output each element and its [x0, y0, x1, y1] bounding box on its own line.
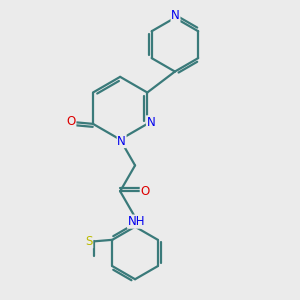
Text: O: O	[67, 115, 76, 128]
Text: O: O	[140, 185, 149, 198]
Text: N: N	[171, 9, 180, 22]
Text: N: N	[117, 134, 126, 148]
Text: N: N	[146, 116, 155, 129]
Text: NH: NH	[128, 215, 145, 228]
Text: S: S	[85, 235, 93, 248]
